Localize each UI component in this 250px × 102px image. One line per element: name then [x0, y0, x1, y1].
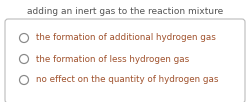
Circle shape [20, 33, 28, 43]
Circle shape [20, 54, 28, 64]
Circle shape [20, 75, 28, 84]
Text: adding an inert gas to the reaction mixture: adding an inert gas to the reaction mixt… [27, 7, 223, 16]
FancyBboxPatch shape [5, 19, 245, 102]
Text: the formation of less hydrogen gas: the formation of less hydrogen gas [36, 54, 189, 64]
Text: the formation of additional hydrogen gas: the formation of additional hydrogen gas [36, 33, 216, 43]
Text: no effect on the quantity of hydrogen gas: no effect on the quantity of hydrogen ga… [36, 75, 218, 84]
